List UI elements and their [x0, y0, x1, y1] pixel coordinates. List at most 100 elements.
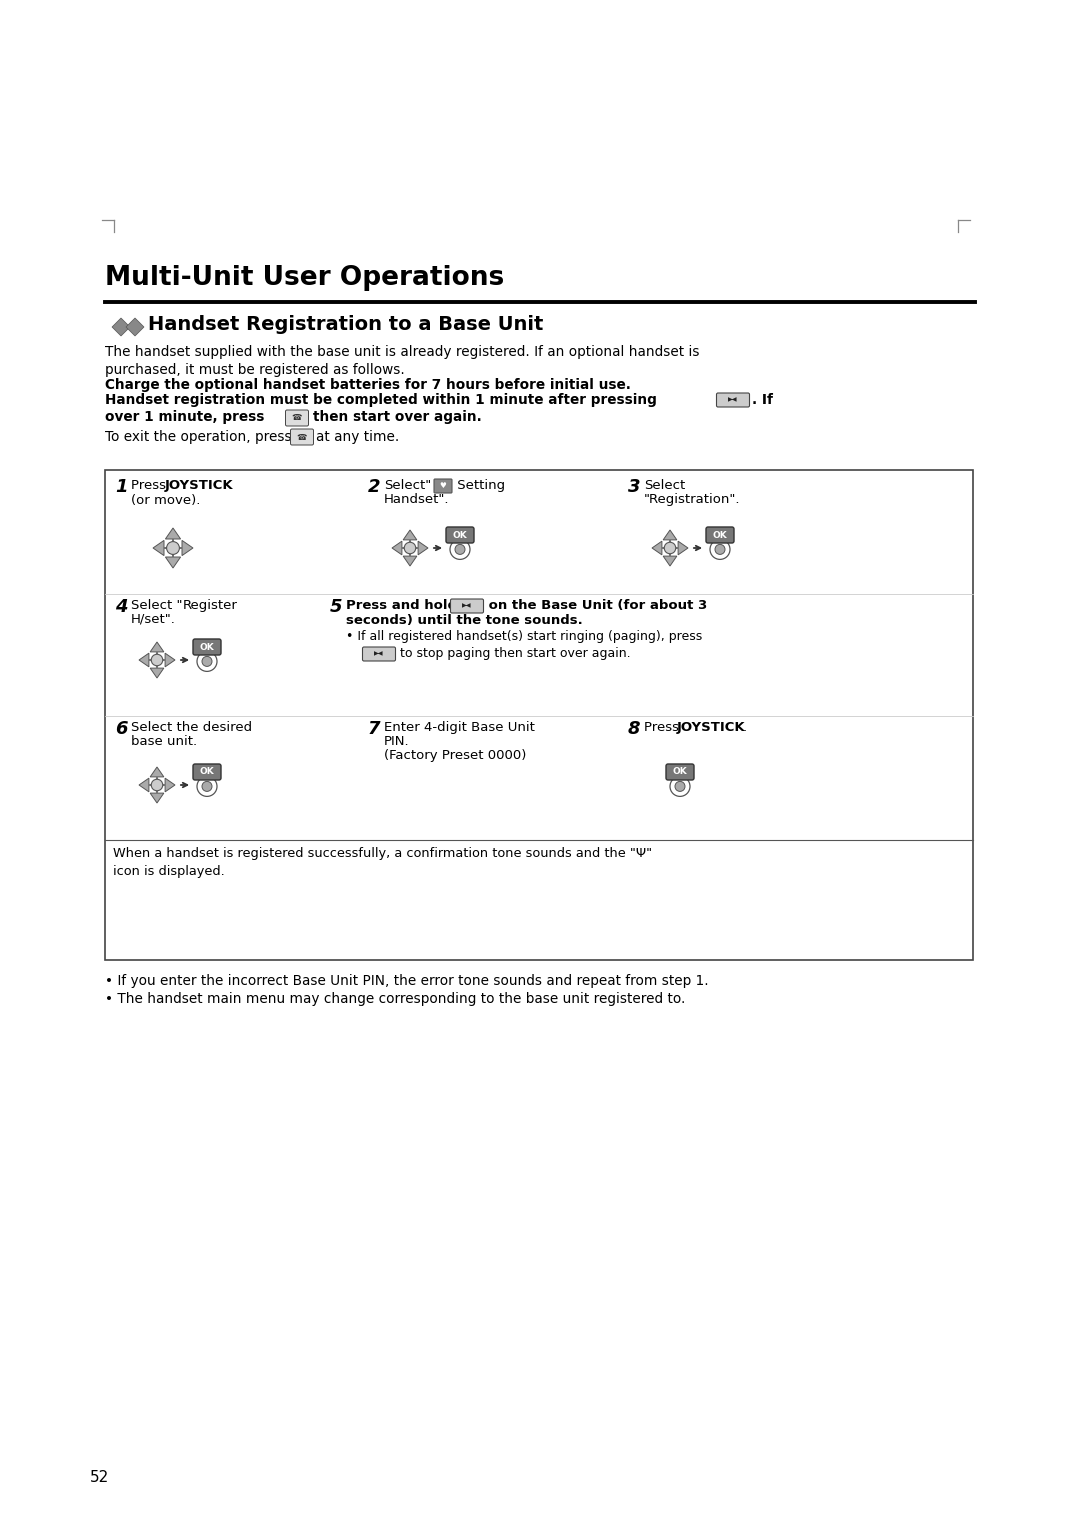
- Text: Select": Select": [384, 478, 431, 492]
- Text: ▶◀: ▶◀: [375, 651, 383, 657]
- Text: 1: 1: [114, 478, 127, 497]
- Text: (or move).: (or move).: [131, 494, 201, 507]
- Text: to stop paging then start over again.: to stop paging then start over again.: [396, 646, 631, 660]
- Circle shape: [202, 781, 212, 792]
- Circle shape: [197, 651, 217, 671]
- Text: Select the desired: Select the desired: [131, 721, 252, 733]
- Polygon shape: [678, 541, 688, 555]
- Text: ▶◀: ▶◀: [728, 397, 738, 402]
- Circle shape: [202, 657, 212, 666]
- FancyBboxPatch shape: [446, 527, 474, 542]
- Text: 6: 6: [114, 720, 127, 738]
- Polygon shape: [153, 541, 164, 556]
- Text: ☎: ☎: [292, 414, 302, 423]
- Text: over 1 minute, press: over 1 minute, press: [105, 410, 265, 423]
- Text: OK: OK: [713, 530, 727, 539]
- Circle shape: [197, 776, 217, 796]
- Text: 5: 5: [330, 597, 342, 616]
- Text: Enter 4-digit Base Unit: Enter 4-digit Base Unit: [384, 721, 535, 733]
- Bar: [105, 471, 973, 960]
- Text: on the Base Unit (for about 3: on the Base Unit (for about 3: [484, 599, 707, 613]
- FancyBboxPatch shape: [706, 527, 734, 542]
- Text: at any time.: at any time.: [316, 429, 400, 445]
- Text: 3: 3: [627, 478, 640, 497]
- Text: Handset Registration to a Base Unit: Handset Registration to a Base Unit: [148, 315, 543, 335]
- Text: seconds) until the tone sounds.: seconds) until the tone sounds.: [346, 614, 583, 626]
- Polygon shape: [139, 652, 149, 666]
- Circle shape: [404, 542, 416, 553]
- Polygon shape: [403, 530, 417, 539]
- Text: base unit.: base unit.: [131, 735, 198, 749]
- FancyBboxPatch shape: [193, 764, 221, 779]
- Text: Handset registration must be completed within 1 minute after pressing: Handset registration must be completed w…: [105, 393, 657, 406]
- Text: PIN.: PIN.: [384, 735, 409, 749]
- Circle shape: [166, 541, 179, 555]
- Polygon shape: [150, 767, 164, 776]
- Circle shape: [675, 781, 685, 792]
- Text: • If you enter the incorrect Base Unit PIN, the error tone sounds and repeat fro: • If you enter the incorrect Base Unit P…: [105, 973, 708, 989]
- FancyBboxPatch shape: [291, 429, 313, 445]
- Text: OK: OK: [200, 642, 214, 651]
- Text: When a handset is registered successfully, a confirmation tone sounds and the "Ψ: When a handset is registered successfull…: [113, 847, 652, 879]
- Polygon shape: [150, 793, 164, 804]
- Text: JOYSTICK: JOYSTICK: [165, 478, 233, 492]
- Text: To exit the operation, press: To exit the operation, press: [105, 429, 292, 445]
- FancyBboxPatch shape: [450, 599, 484, 613]
- Circle shape: [664, 542, 676, 553]
- Text: 4: 4: [114, 597, 127, 616]
- Text: OK: OK: [673, 767, 687, 776]
- Text: ☎: ☎: [297, 432, 307, 442]
- Text: OK: OK: [200, 767, 214, 776]
- Text: Select: Select: [644, 478, 685, 492]
- Text: ▶◀: ▶◀: [462, 604, 472, 608]
- Circle shape: [151, 654, 163, 666]
- Text: ♥: ♥: [440, 481, 446, 490]
- Text: 52: 52: [90, 1470, 109, 1485]
- Text: H/set".: H/set".: [131, 613, 176, 626]
- Polygon shape: [663, 530, 677, 539]
- Polygon shape: [126, 318, 144, 336]
- Text: then start over again.: then start over again.: [313, 410, 482, 423]
- Polygon shape: [403, 556, 417, 565]
- Text: 8: 8: [627, 720, 640, 738]
- Text: OK: OK: [453, 530, 468, 539]
- Circle shape: [455, 544, 465, 555]
- Polygon shape: [183, 541, 193, 556]
- Text: Press: Press: [644, 721, 684, 733]
- Text: Setting: Setting: [453, 478, 505, 492]
- Text: 2: 2: [368, 478, 380, 497]
- FancyBboxPatch shape: [285, 410, 309, 426]
- Circle shape: [715, 544, 725, 555]
- Text: • If all registered handset(s) start ringing (paging), press: • If all registered handset(s) start rin…: [346, 630, 702, 643]
- Text: Handset".: Handset".: [384, 494, 449, 506]
- Text: (Factory Preset 0000): (Factory Preset 0000): [384, 749, 526, 762]
- Polygon shape: [165, 529, 180, 539]
- Text: Select ": Select ": [131, 599, 183, 613]
- Text: "Registration".: "Registration".: [644, 494, 741, 506]
- Polygon shape: [418, 541, 428, 555]
- Text: • The handset main menu may change corresponding to the base unit registered to.: • The handset main menu may change corre…: [105, 992, 686, 1005]
- Circle shape: [151, 779, 163, 792]
- Text: Register: Register: [183, 599, 238, 613]
- Circle shape: [670, 776, 690, 796]
- Polygon shape: [165, 652, 175, 666]
- Circle shape: [450, 539, 470, 559]
- Polygon shape: [139, 778, 149, 792]
- Polygon shape: [165, 778, 175, 792]
- FancyBboxPatch shape: [363, 646, 395, 662]
- Polygon shape: [392, 541, 402, 555]
- FancyBboxPatch shape: [666, 764, 694, 779]
- Text: .: .: [743, 721, 747, 733]
- FancyBboxPatch shape: [716, 393, 750, 406]
- Text: . If: . If: [752, 393, 773, 406]
- FancyBboxPatch shape: [193, 639, 221, 656]
- Text: The handset supplied with the base unit is already registered. If an optional ha: The handset supplied with the base unit …: [105, 345, 700, 377]
- FancyBboxPatch shape: [434, 478, 453, 494]
- Text: Press and hold: Press and hold: [346, 599, 457, 613]
- Text: Charge the optional handset batteries for 7 hours before initial use.: Charge the optional handset batteries fo…: [105, 377, 631, 393]
- Text: JOYSTICK: JOYSTICK: [677, 721, 745, 733]
- Circle shape: [710, 539, 730, 559]
- Polygon shape: [150, 668, 164, 678]
- Polygon shape: [165, 558, 180, 568]
- Text: 7: 7: [368, 720, 380, 738]
